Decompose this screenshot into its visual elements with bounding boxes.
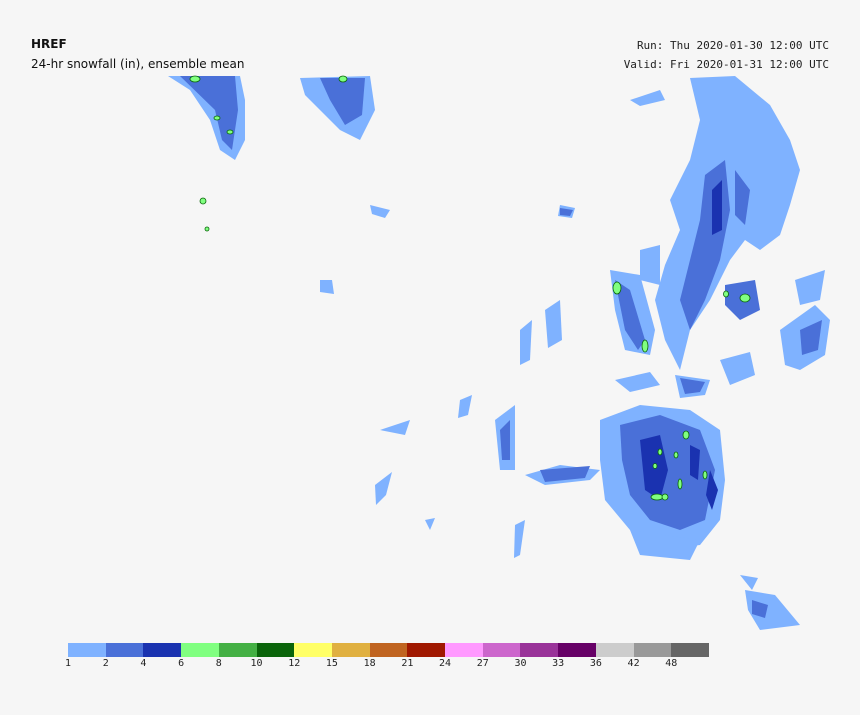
- colorbar: [68, 643, 709, 657]
- colorbar-tick-label: 6: [178, 658, 185, 669]
- colorbar-segment: [633, 643, 672, 657]
- colorbar-tick-label: 24: [439, 658, 452, 669]
- colorbar-segment: [105, 643, 144, 657]
- colorbar-tick-label: 1: [64, 658, 72, 669]
- snowfall-1in-contours: [168, 76, 830, 630]
- colorbar-segment: [482, 643, 521, 657]
- colorbar-tick-label: 30: [514, 658, 527, 669]
- colorbar-segment: [671, 643, 709, 657]
- colorbar-tick-label: 12: [288, 658, 301, 669]
- colorbar-segment: [294, 643, 332, 657]
- colorbar-segment: [595, 643, 634, 657]
- colorbar-segment: [256, 643, 295, 657]
- colorbar-segment: [143, 643, 182, 657]
- colorbar-tick-label: 36: [589, 658, 602, 669]
- colorbar-tick-label: 27: [476, 658, 489, 669]
- colorbar-tick-label: 33: [552, 658, 565, 669]
- colorbar-segment: [558, 643, 596, 657]
- colorbar-tick-label: 18: [363, 658, 376, 669]
- colorbar-segment: [407, 643, 446, 657]
- colorbar-segment: [520, 643, 559, 657]
- colorbar-tick-labels: 1 2 4 6 8 10 12 15 18 21 24 27 30 33 36 42 48: [64, 658, 709, 672]
- colorbar-tick-label: 10: [250, 658, 263, 669]
- colorbar-tick-label: 21: [401, 658, 414, 669]
- colorbar-segment: [218, 643, 257, 657]
- colorbar-tick-label: 42: [627, 658, 640, 669]
- colorbar-segment: [369, 643, 408, 657]
- colorbar-segment: [181, 643, 219, 657]
- run-time: Run: Thu 2020-01-30 12:00 UTC: [636, 39, 829, 52]
- colorbar-tick-label: 4: [140, 658, 147, 669]
- colorbar-segment: [445, 643, 483, 657]
- product-subtitle: 24-hr snowfall (in), ensemble mean: [31, 57, 245, 71]
- model-title: HREF: [31, 37, 67, 51]
- colorbar-tick-label: 2: [102, 658, 109, 669]
- colorbar-tick-label: 8: [215, 658, 222, 669]
- snowfall-6in-contours: [189, 75, 751, 501]
- colorbar-tick-label: 15: [325, 658, 338, 669]
- valid-time: Valid: Fri 2020-01-31 12:00 UTC: [623, 58, 829, 71]
- colorbar-segment: [68, 643, 106, 657]
- colorbar-segment: [331, 643, 370, 657]
- colorbar-tick-label: 48: [665, 658, 678, 669]
